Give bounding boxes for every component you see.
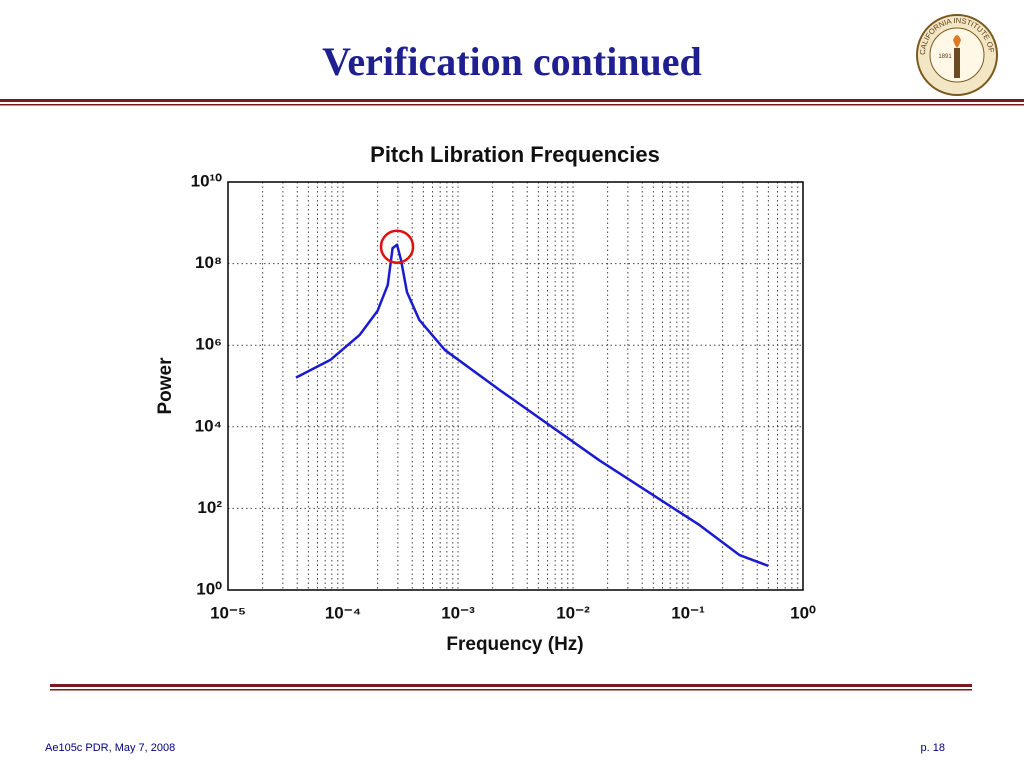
y-tick-label: 10⁸ (195, 253, 222, 272)
y-tick-label: 10¹⁰ (191, 171, 223, 190)
data-line (295, 243, 769, 568)
logo-flame (953, 35, 961, 48)
slide-title: Verification continued (322, 39, 702, 84)
y-tick-label: 10² (197, 498, 222, 517)
plot-frame (227, 181, 804, 591)
x-tick-label: 10⁻⁵ (210, 603, 246, 622)
y-tick-label: 10⁶ (195, 335, 222, 354)
y-tick-label: 10⁰ (196, 579, 222, 598)
footer-right: p. 18 (921, 742, 945, 754)
x-tick-label: 10⁻⁴ (325, 603, 361, 622)
y-axis-label: Power (155, 357, 176, 415)
logo-year: 1891 (938, 54, 952, 60)
x-tick-label: 10⁰ (790, 603, 816, 622)
chart: Pitch Libration Frequencies Frequency (H… (155, 142, 816, 655)
x-axis-label: Frequency (Hz) (446, 634, 583, 655)
header-rule (0, 99, 1024, 102)
footer-rule (50, 684, 972, 687)
chart-title: Pitch Libration Frequencies (370, 142, 660, 167)
highlight-circle (379, 229, 415, 264)
x-tick-label: 10⁻² (556, 603, 590, 622)
x-tick-label: 10⁻¹ (671, 603, 705, 622)
footer-rule (50, 689, 972, 691)
x-tick-label: 10⁻³ (441, 603, 475, 622)
logo-torch (954, 48, 960, 78)
footer-left: Ae105c PDR, May 7, 2008 (45, 742, 175, 754)
header-rule (0, 104, 1024, 106)
y-tick-label: 10⁴ (195, 416, 222, 435)
